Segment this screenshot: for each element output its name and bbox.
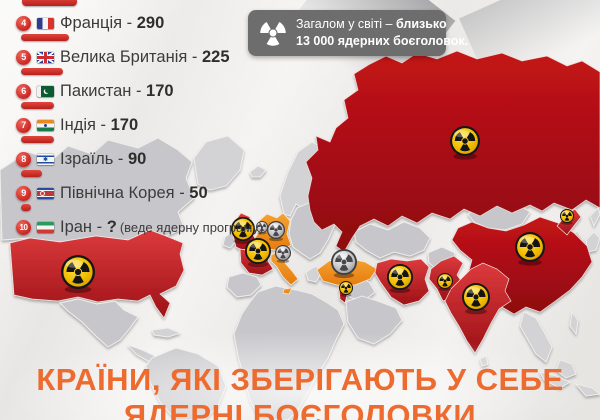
country-label: Індія - 170 bbox=[60, 116, 138, 135]
rank-badge: 8 bbox=[16, 151, 31, 167]
total-line2: 13 000 ядерних боєголовок. bbox=[296, 34, 469, 48]
netherlands-radiation-icon bbox=[256, 221, 268, 235]
title-line2: ЯДЕРНІ БОЄГОЛОВКИ bbox=[123, 398, 477, 420]
country-flag bbox=[37, 187, 54, 199]
uk-radiation-icon bbox=[231, 217, 255, 244]
rank-badge: 10 bbox=[16, 219, 31, 235]
country-value: 50 bbox=[189, 183, 208, 202]
country-name: Ізраїль - bbox=[60, 149, 128, 168]
country-label: Франція - 290 bbox=[60, 14, 164, 33]
rank-badge: 4 bbox=[16, 15, 31, 31]
country-note: (веде ядерну програму) bbox=[119, 219, 264, 235]
india-radiation-icon bbox=[462, 283, 490, 315]
list-item: 8 Ізраїль - 90 bbox=[16, 150, 263, 177]
list-item: 7 Індія - 170 bbox=[16, 116, 263, 143]
country-value: 170 bbox=[110, 115, 139, 134]
world-total-callout: Загалом у світі – близько 13 000 ядерних… bbox=[248, 10, 468, 56]
count-bar bbox=[21, 34, 69, 41]
country-label: Пакистан - 170 bbox=[60, 82, 174, 101]
country-flag bbox=[37, 153, 54, 165]
country-mexico bbox=[59, 298, 139, 348]
country-name: Франція - bbox=[60, 13, 137, 32]
country-name: Північна Корея - bbox=[60, 183, 190, 202]
region-central-asia bbox=[353, 221, 431, 259]
israel-radiation-icon bbox=[339, 281, 353, 297]
country-flag bbox=[37, 51, 54, 63]
country-value: 225 bbox=[201, 47, 230, 66]
turkey-radiation-icon bbox=[331, 249, 357, 279]
china-radiation-icon bbox=[515, 232, 545, 266]
page-title: КРАЇНИ, ЯКІ ЗБЕРІГАЮТЬ У СЕБЕ ЯДЕРНІ БОЄ… bbox=[0, 362, 600, 420]
country-label: Велика Британія - 225 bbox=[60, 48, 230, 67]
country-iceland bbox=[249, 165, 267, 178]
country-usa bbox=[9, 229, 185, 319]
total-line1-bold: близько bbox=[395, 16, 447, 31]
country-value: 170 bbox=[146, 81, 174, 100]
radiation-icon-layer bbox=[61, 126, 574, 315]
region-arabia bbox=[345, 295, 403, 345]
title-line1: КРАЇНИ, ЯКІ ЗБЕРІГАЮТЬ У СЕБЕ bbox=[36, 362, 564, 397]
russia-radiation-icon bbox=[450, 126, 480, 160]
country-flag bbox=[37, 221, 54, 233]
country-label: Північна Корея - 50 bbox=[60, 184, 208, 203]
country-flag bbox=[37, 17, 54, 29]
count-bar bbox=[21, 170, 42, 177]
country-name: Іран - bbox=[60, 217, 107, 236]
usa-radiation-icon bbox=[61, 255, 95, 294]
country-name: Велика Британія - bbox=[60, 47, 202, 66]
country-russia bbox=[305, 50, 600, 253]
list-item: 4 Франція - 290 bbox=[16, 14, 263, 41]
rank-badge: 6 bbox=[16, 83, 31, 99]
list-item: 6 Пакистан - 170 bbox=[16, 82, 263, 109]
total-line1-regular: Загалом у світі – bbox=[296, 16, 396, 31]
country-greenland bbox=[193, 135, 245, 191]
italy-radiation-icon bbox=[275, 245, 291, 263]
country-name: Індія - bbox=[60, 115, 111, 134]
country-label: Іран - ? (веде ядерну програму) bbox=[60, 218, 263, 237]
country-flag bbox=[37, 85, 54, 97]
list-item: 10 Іран - ? (веде ядерну програму) bbox=[16, 218, 263, 237]
country-value: ? bbox=[106, 217, 117, 236]
radiation-icon bbox=[258, 18, 288, 48]
country-philippines bbox=[569, 310, 579, 336]
country-japan-north bbox=[589, 207, 600, 228]
count-bar bbox=[21, 68, 63, 75]
warhead-list: 4 Франція - 290 5 Велика Британія - 225 … bbox=[16, 8, 263, 243]
rank-badge: 7 bbox=[16, 117, 31, 133]
partial-top-bar bbox=[22, 0, 77, 6]
country-value: 90 bbox=[127, 149, 147, 168]
world-total-text: Загалом у світі – близько 13 000 ядерних… bbox=[296, 16, 468, 51]
country-value: 290 bbox=[136, 13, 165, 32]
rank-badge: 9 bbox=[16, 185, 31, 201]
region-indochina bbox=[519, 311, 553, 363]
count-bar bbox=[21, 102, 54, 109]
germany-radiation-icon bbox=[267, 221, 285, 242]
iran-radiation-icon bbox=[387, 264, 413, 294]
country-flag bbox=[37, 119, 54, 131]
count-bar bbox=[21, 136, 54, 143]
france-radiation-icon bbox=[245, 238, 271, 268]
rank-badge: 5 bbox=[16, 49, 31, 65]
north-korea-radiation-icon bbox=[560, 209, 574, 225]
list-item: 9 Північна Корея - 50 bbox=[16, 184, 263, 211]
country-name: Пакистан - bbox=[60, 81, 147, 100]
list-item: 5 Велика Британія - 225 bbox=[16, 48, 263, 75]
count-bar bbox=[21, 204, 31, 211]
country-cuba bbox=[151, 327, 182, 338]
island-sicily bbox=[282, 287, 293, 295]
region-iberia bbox=[226, 272, 262, 298]
country-label: Ізраїль - 90 bbox=[60, 150, 146, 169]
pakistan-radiation-icon bbox=[437, 273, 453, 291]
